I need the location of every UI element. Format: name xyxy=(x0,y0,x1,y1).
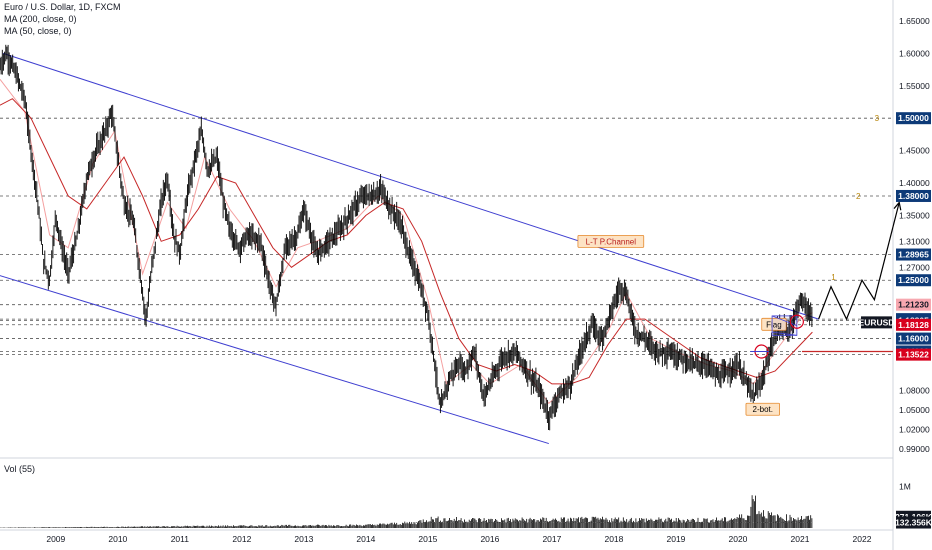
price-tag-1-25000: 1.25000 xyxy=(898,275,929,285)
projection-arrowhead xyxy=(893,201,902,211)
y-tick-1-05000: 1.05000 xyxy=(899,405,930,415)
double-bottom-label: 2-bot. xyxy=(753,405,773,414)
price-tag-1-13522: 1.13522 xyxy=(898,350,929,360)
target-1-label: 1 xyxy=(831,273,836,282)
price-tag-box-1-18128 xyxy=(896,318,931,331)
x-tick-2014: 2014 xyxy=(356,534,375,544)
flag-lower-line xyxy=(772,331,797,336)
x-tick-2021: 2021 xyxy=(791,534,810,544)
channel-label-box xyxy=(577,234,645,248)
x-tick-2011: 2011 xyxy=(171,534,190,544)
x-tick-2019: 2019 xyxy=(666,534,685,544)
volume-tag-box-132-356k xyxy=(896,516,931,529)
y-tick-1-35000: 1.35000 xyxy=(899,210,930,220)
x-tick-2022: 2022 xyxy=(853,534,872,544)
x-tick-2017: 2017 xyxy=(542,534,561,544)
chart-title: Euro / U.S. Dollar, 1D, FXCM xyxy=(4,2,121,12)
target-3-label: 3 xyxy=(875,114,880,123)
price-tag-box-1-16000 xyxy=(896,332,931,345)
x-tick-2016: 2016 xyxy=(480,534,499,544)
x-tick-2013: 2013 xyxy=(294,534,313,544)
ma50-legend: MA (50, close, 0) xyxy=(4,26,72,36)
symbol-tag[interactable]: EURUSD xyxy=(859,317,895,327)
x-tick-2018: 2018 xyxy=(604,534,623,544)
volume-tag-132-356k: 132.356K xyxy=(895,518,932,528)
price-tag-1-28965: 1.28965 xyxy=(898,250,929,260)
price-tag-box-1-13522 xyxy=(896,348,931,361)
projection-path[interactable] xyxy=(818,202,900,321)
price-tag-1-18128: 1.18128 xyxy=(898,320,929,330)
y-tick-1-55000: 1.55000 xyxy=(899,81,930,91)
x-tick-2020: 2020 xyxy=(729,534,748,544)
price-tag-1-21230: 1.21230 xyxy=(898,300,929,310)
ma200-legend: MA (200, close, 0) xyxy=(4,14,77,24)
channel-upper-line[interactable] xyxy=(2,52,819,320)
x-tick-2009: 2009 xyxy=(46,534,65,544)
price-tag-1-16000: 1.16000 xyxy=(898,334,929,344)
ma200-line xyxy=(0,98,813,385)
breakout-circle-2021[interactable] xyxy=(789,314,804,329)
x-tick-2015: 2015 xyxy=(418,534,437,544)
price-tag-box-1-38000 xyxy=(896,189,931,202)
flag-upper-line xyxy=(771,315,798,326)
price-tag-1-38000: 1.38000 xyxy=(898,191,929,201)
x-tick-2012: 2012 xyxy=(232,534,251,544)
target-2-label: 2 xyxy=(856,192,861,201)
y-tick-1-45000: 1.45000 xyxy=(899,146,930,156)
price-tag-box-1-50000 xyxy=(896,112,931,125)
y-tick-1-60000: 1.60000 xyxy=(899,48,930,58)
y-tick-0-99000: 0.99000 xyxy=(899,444,930,454)
double-bottom-label-box xyxy=(745,402,780,416)
vol-y-tick-1m: 1M xyxy=(899,482,911,492)
channel-label: L-T P.Channel xyxy=(586,237,637,246)
price-tag-1-50000: 1.50000 xyxy=(898,113,929,123)
y-tick-1-31000: 1.31000 xyxy=(899,236,930,246)
price-tag-box-1-25000 xyxy=(896,274,931,287)
flag-label-box xyxy=(761,317,787,331)
y-tick-1-65000: 1.65000 xyxy=(899,16,930,26)
y-tick-1-27000: 1.27000 xyxy=(899,262,930,272)
y-tick-1-02000: 1.02000 xyxy=(899,424,930,434)
y-tick-1-40000: 1.40000 xyxy=(899,178,930,188)
channel-lower-line[interactable] xyxy=(0,274,549,445)
price-tag-box-1-21230 xyxy=(896,298,931,311)
x-tick-2010: 2010 xyxy=(108,534,127,544)
symbol-tag-box[interactable] xyxy=(861,316,892,329)
price-tag-box-1-28965 xyxy=(896,248,931,261)
y-tick-1-08000: 1.08000 xyxy=(899,385,930,395)
volume-legend: Vol (55) xyxy=(4,464,36,474)
flag-label: Flag xyxy=(766,320,782,329)
